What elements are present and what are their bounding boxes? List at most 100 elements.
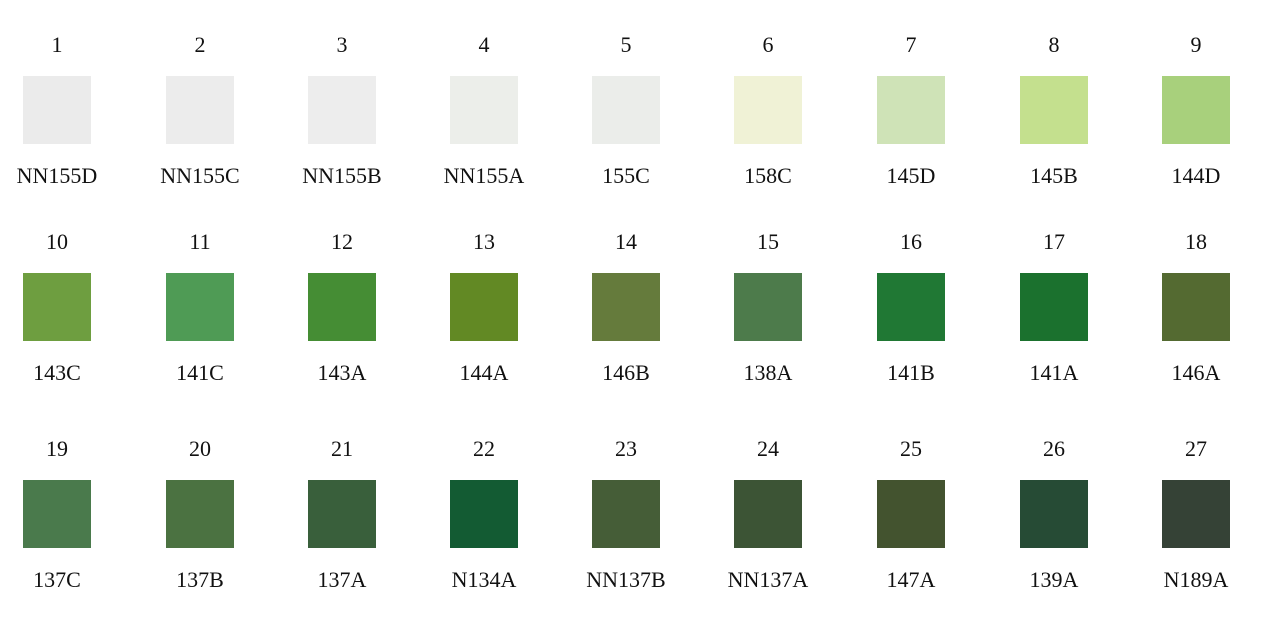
color-chip [1162, 273, 1230, 341]
swatch-number: 23 [615, 436, 637, 461]
swatch-cell: 26 139A [983, 436, 1125, 616]
swatch-code: 145D [886, 163, 936, 188]
swatch-cell: 11 141C [129, 229, 271, 409]
color-chip [1162, 76, 1230, 144]
swatch-cell: 3 NN155B [271, 32, 413, 212]
swatch-number: 27 [1185, 436, 1207, 461]
swatch-number: 8 [1048, 32, 1060, 57]
color-chip [877, 76, 945, 144]
swatch-number: 3 [336, 32, 348, 57]
swatch-cell: 5 155C [555, 32, 697, 212]
swatch-code: 137B [176, 567, 224, 592]
color-chip [166, 480, 234, 548]
swatch-number: 11 [189, 229, 211, 254]
color-chip [450, 480, 518, 548]
swatch-cell: 6 158C [697, 32, 839, 212]
swatch-code: 137A [317, 567, 367, 592]
swatch-cell: 9 144D [1125, 32, 1264, 212]
color-chip [308, 76, 376, 144]
swatch-cell: 7 145D [840, 32, 982, 212]
swatch-code: 147A [886, 567, 936, 592]
swatch-code: 145B [1030, 163, 1078, 188]
swatch-number: 25 [900, 436, 922, 461]
swatch-code: NN155B [302, 163, 382, 188]
color-chip [23, 480, 91, 548]
color-chip [23, 273, 91, 341]
swatch-code: 141C [176, 360, 224, 385]
color-chip [592, 480, 660, 548]
swatch-cell: 17 141A [983, 229, 1125, 409]
swatch-code: 144D [1171, 163, 1221, 188]
swatch-number: 20 [189, 436, 211, 461]
color-chip [734, 273, 802, 341]
swatch-cell: 22 N134A [413, 436, 555, 616]
swatch-code: NN137A [727, 567, 809, 592]
swatch-cell: 24 NN137A [697, 436, 839, 616]
swatch-code: 141A [1029, 360, 1079, 385]
color-chip [308, 273, 376, 341]
swatch-number: 21 [331, 436, 353, 461]
swatch-cell: 23 NN137B [555, 436, 697, 616]
swatch-number: 4 [478, 32, 490, 57]
swatch-code: NN155A [443, 163, 525, 188]
swatch-code: 141B [887, 360, 935, 385]
swatch-cell: 25 147A [840, 436, 982, 616]
swatch-number: 10 [46, 229, 68, 254]
swatch-number: 7 [905, 32, 917, 57]
swatch-cell: 2 NN155C [129, 32, 271, 212]
swatch-code: 143A [317, 360, 367, 385]
swatch-number: 6 [762, 32, 774, 57]
swatch-number: 22 [473, 436, 495, 461]
swatch-cell: 15 138A [697, 229, 839, 409]
swatch-number: 5 [620, 32, 632, 57]
swatch-code: N189A [1163, 567, 1229, 592]
swatch-number: 18 [1185, 229, 1207, 254]
swatch-code: 143C [33, 360, 81, 385]
color-chip [23, 76, 91, 144]
swatch-number: 26 [1043, 436, 1065, 461]
color-chip [450, 76, 518, 144]
color-chip [1162, 480, 1230, 548]
color-chip [734, 480, 802, 548]
swatch-cell: 12 143A [271, 229, 413, 409]
swatch-number: 1 [51, 32, 63, 57]
swatch-code: NN137B [586, 567, 666, 592]
swatch-cell: 13 144A [413, 229, 555, 409]
swatch-number: 16 [900, 229, 922, 254]
swatch-code: 137C [33, 567, 81, 592]
swatch-code: 138A [743, 360, 793, 385]
color-chip [1020, 76, 1088, 144]
swatch-code: 155C [602, 163, 650, 188]
swatch-number: 12 [331, 229, 353, 254]
swatch-number: 9 [1190, 32, 1202, 57]
swatch-number: 24 [757, 436, 779, 461]
swatch-cell: 27 N189A [1125, 436, 1264, 616]
swatch-cell: 10 143C [0, 229, 128, 409]
swatch-cell: 1 NN155D [0, 32, 128, 212]
color-chip [1020, 273, 1088, 341]
color-chip [734, 76, 802, 144]
swatch-number: 19 [46, 436, 68, 461]
swatch-number: 2 [194, 32, 206, 57]
color-chip [592, 273, 660, 341]
swatch-cell: 21 137A [271, 436, 413, 616]
swatch-cell: 16 141B [840, 229, 982, 409]
swatch-cell: 8 145B [983, 32, 1125, 212]
swatch-cell: 14 146B [555, 229, 697, 409]
swatch-code: 158C [744, 163, 792, 188]
color-chip [308, 480, 376, 548]
color-chip [877, 273, 945, 341]
color-chip [1020, 480, 1088, 548]
swatch-number: 14 [615, 229, 637, 254]
swatch-cell: 4 NN155A [413, 32, 555, 212]
color-chip [592, 76, 660, 144]
swatch-cell: 19 137C [0, 436, 128, 616]
swatch-code: 146A [1171, 360, 1221, 385]
swatch-code: 139A [1029, 567, 1079, 592]
color-chip [166, 76, 234, 144]
swatch-code: 144A [459, 360, 509, 385]
swatch-code: NN155C [160, 163, 240, 188]
swatch-cell: 18 146A [1125, 229, 1264, 409]
swatch-number: 17 [1043, 229, 1065, 254]
